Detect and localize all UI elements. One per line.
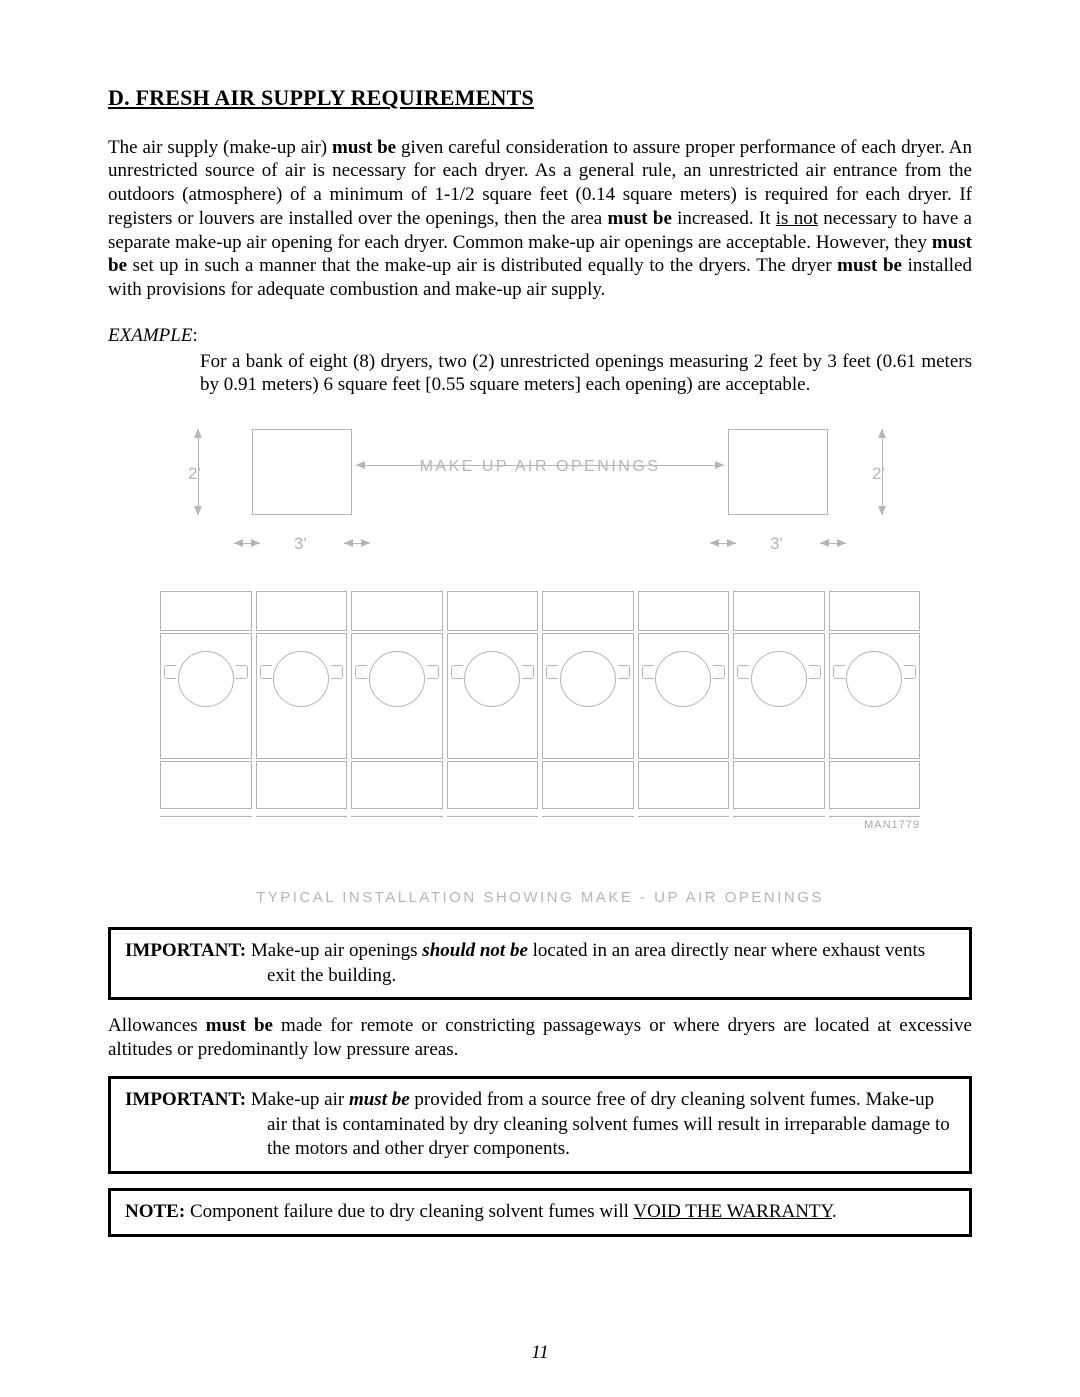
dim-2ft-right: 2' (872, 463, 885, 484)
dryer (829, 591, 921, 809)
example-sep: : (192, 325, 197, 346)
dim-arrow-h-right-a (710, 543, 736, 544)
example-block: EXAMPLE: (108, 324, 972, 348)
example-label: EXAMPLE (108, 325, 192, 346)
dim-3ft-left: 3' (294, 533, 307, 554)
dryer (256, 591, 348, 809)
text: . (832, 1201, 837, 1222)
page-number: 11 (0, 1341, 1080, 1365)
important-label: IMPORTANT: (125, 1089, 251, 1110)
intro-paragraph: The air supply (make-up air) must be giv… (108, 136, 972, 302)
must-be: must be (837, 255, 902, 276)
opening-box-right (728, 429, 828, 515)
dim-arrow-h-right-b (820, 543, 846, 544)
dryer (351, 591, 443, 809)
is-not: is not (776, 208, 818, 229)
dim-arrow-h-left-b (344, 543, 370, 544)
must-be: must be (608, 208, 672, 229)
important-box-1: IMPORTANT: Make-up air openings should n… (108, 927, 972, 1000)
important-label: IMPORTANT: (125, 940, 251, 961)
diagram: 2' 3' MAKE UP AIR OPENINGS 2' 3' MAN1779… (160, 421, 920, 921)
dryer (638, 591, 730, 809)
text: set up in such a manner that the make-up… (127, 255, 837, 276)
dryer (447, 591, 539, 809)
void-warranty: VOID THE WARRANTY (633, 1201, 831, 1222)
text: Allowances (108, 1015, 206, 1036)
example-body-text: For a bank of eight (8) dryers, two (2) … (200, 350, 972, 398)
note-label: NOTE: (125, 1201, 190, 1222)
dryers-row (160, 591, 920, 809)
note-box: NOTE: Component failure due to dry clean… (108, 1188, 972, 1237)
must-be-italic: must be (349, 1089, 410, 1110)
important-box-2: IMPORTANT: Make-up air must be provided … (108, 1076, 972, 1174)
figure-caption: TYPICAL INSTALLATION SHOWING MAKE - UP A… (160, 889, 920, 908)
text: The air supply (make-up air) (108, 137, 332, 158)
must-be: must be (332, 137, 396, 158)
section-title: D. FRESH AIR SUPPLY REQUIREMENTS (108, 84, 972, 112)
dryer (160, 591, 252, 809)
diagram-id: MAN1779 (864, 819, 920, 833)
text: increased. It (672, 208, 776, 229)
dryer (733, 591, 825, 809)
should-not-be: should not be (422, 940, 528, 961)
dim-3ft-right: 3' (770, 533, 783, 554)
text: Make-up air (251, 1089, 349, 1110)
text: Make-up air openings (251, 940, 422, 961)
allowances-paragraph: Allowances must be made for remote or co… (108, 1014, 972, 1062)
must-be: must be (206, 1015, 273, 1036)
dim-arrow-h-left-a (234, 543, 260, 544)
dryer (542, 591, 634, 809)
text: Component failure due to dry cleaning so… (190, 1201, 633, 1222)
